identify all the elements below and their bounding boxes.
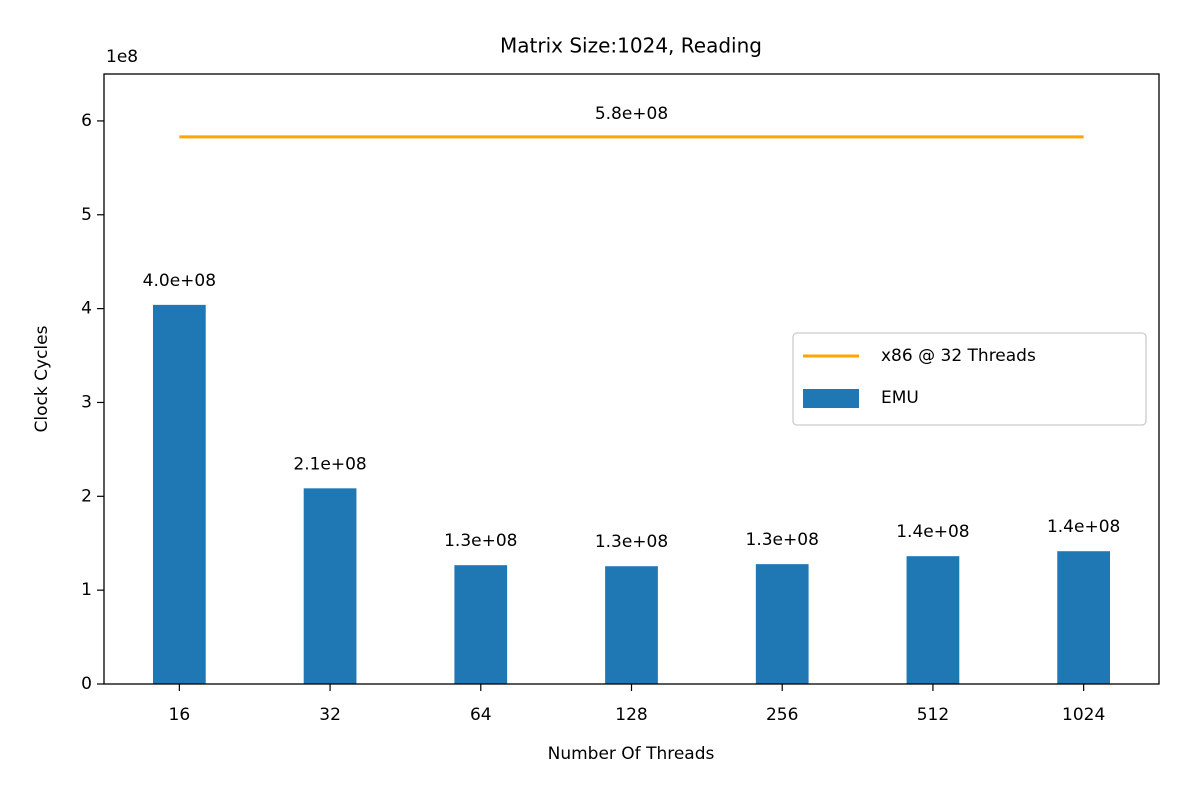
- x-axis-label: Number Of Threads: [548, 744, 715, 764]
- bar: [303, 488, 357, 684]
- y-tick-label: 0: [81, 674, 92, 694]
- bar: [906, 556, 960, 684]
- y-axis-label: Clock Cycles: [32, 325, 52, 432]
- bar-value-label: 2.1e+08: [293, 454, 366, 474]
- bar-value-label: 1.4e+08: [1047, 517, 1120, 537]
- bar: [755, 564, 809, 684]
- reference-value-label: 5.8e+08: [595, 104, 668, 124]
- bar-value-label: 1.4e+08: [896, 522, 969, 542]
- y-offset-label: 1e8: [106, 47, 138, 67]
- legend-label: x86 @ 32 Threads: [881, 346, 1036, 366]
- legend-label: EMU: [881, 388, 919, 408]
- chart-title: Matrix Size:1024, Reading: [500, 34, 762, 58]
- bar: [454, 565, 508, 684]
- x-tick-label: 1024: [1062, 705, 1105, 725]
- x-tick-label: 64: [470, 705, 492, 725]
- bar-value-label: 1.3e+08: [444, 531, 517, 551]
- bar: [605, 566, 658, 684]
- bar-value-label: 1.3e+08: [595, 532, 668, 552]
- x-tick-label: 16: [169, 705, 191, 725]
- y-tick-label: 1: [81, 580, 92, 600]
- x-tick-label: 128: [615, 705, 647, 725]
- y-tick-label: 5: [81, 205, 92, 225]
- y-tick-label: 4: [81, 299, 92, 319]
- plot-frame: [103, 73, 1160, 685]
- y-tick-label: 2: [81, 486, 92, 506]
- bar-value-label: 4.0e+08: [143, 271, 216, 291]
- x-tick-label: 32: [319, 705, 341, 725]
- legend-box: [792, 332, 1147, 426]
- bar: [1057, 551, 1111, 684]
- x-tick-label: 512: [917, 705, 949, 725]
- legend-swatch: [803, 389, 859, 408]
- bar: [152, 304, 206, 684]
- y-tick-label: 3: [81, 392, 92, 412]
- bar-value-label: 1.3e+08: [746, 530, 819, 550]
- x-tick-label: 256: [766, 705, 798, 725]
- y-tick-label: 6: [81, 111, 92, 131]
